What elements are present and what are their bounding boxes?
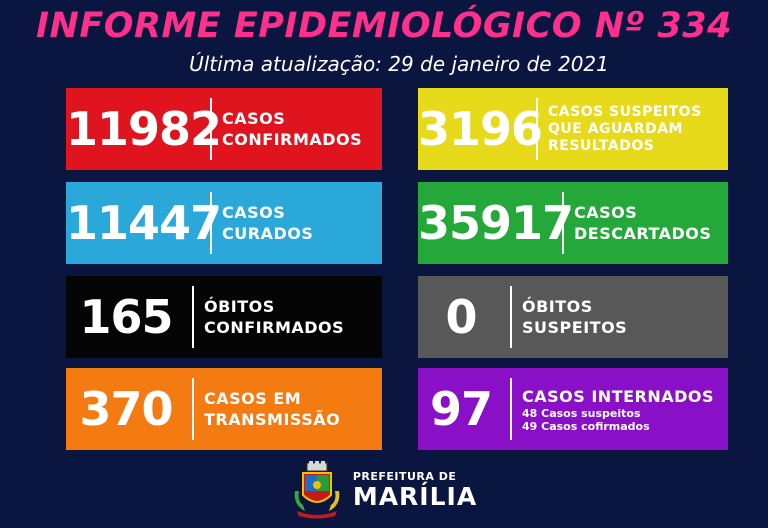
confirmed-deaths-value: 165 [79, 290, 173, 344]
card-recovered-cases: 11447 CASOS CURADOS [66, 182, 382, 264]
hospitalized-confirmed: 49 Casos cofirmados [522, 419, 650, 433]
footer-line1: PREFEITURA DE [352, 469, 457, 483]
card-discarded-cases: 35917 CASOS DESCARTADOS [418, 182, 728, 264]
recovered-cases-value: 11447 [66, 196, 222, 250]
divider [192, 286, 194, 348]
card-transmission-cases: 370 CASOS EM TRANSMISSÃO [66, 368, 382, 450]
suspected-cases-value: 3196 [418, 102, 543, 156]
footer-line2: MARÍLIA [352, 481, 478, 511]
suspected-cases-label: CASOS SUSPEITOS QUE AGUARDAM RESULTADOS [548, 103, 702, 154]
footer-logo: PREFEITURA DE MARÍLIA [0, 458, 768, 522]
hospitalized-suspected: 48 Casos suspeitos [522, 406, 641, 420]
confirmed-deaths-label: ÓBITOS CONFIRMADOS [204, 297, 345, 337]
card-hospitalized-cases: 97 CASOS INTERNADOS 48 Casos suspeitos 4… [418, 368, 728, 450]
divider [510, 286, 512, 348]
confirmed-cases-value: 11982 [66, 102, 222, 156]
suspected-deaths-label: ÓBITOS SUSPEITOS [522, 297, 628, 337]
last-update: Última atualização: 29 de janeiro de 202… [189, 52, 609, 76]
divider [210, 98, 212, 160]
transmission-cases-value: 370 [79, 382, 173, 436]
city-coat-of-arms-icon [294, 461, 340, 519]
hospitalized-cases-label: CASOS INTERNADOS [522, 386, 715, 406]
divider [562, 192, 564, 254]
discarded-cases-value: 35917 [418, 196, 574, 250]
card-confirmed-cases: 11982 CASOS CONFIRMADOS [66, 88, 382, 170]
divider [192, 378, 194, 440]
discarded-cases-label: CASOS DESCARTADOS [574, 203, 712, 243]
hospitalized-cases-value: 97 [429, 382, 493, 436]
recovered-cases-label: CASOS CURADOS [222, 203, 314, 243]
suspected-deaths-value: 0 [445, 290, 477, 344]
card-suspected-cases: 3196 CASOS SUSPEITOS QUE AGUARDAM RESULT… [418, 88, 728, 170]
transmission-cases-label: CASOS EM TRANSMISSÃO [204, 389, 341, 429]
card-confirmed-deaths: 165 ÓBITOS CONFIRMADOS [66, 276, 382, 358]
confirmed-cases-label: CASOS CONFIRMADOS [222, 109, 363, 149]
card-suspected-deaths: 0 ÓBITOS SUSPEITOS [418, 276, 728, 358]
divider [536, 98, 538, 160]
page-title: INFORME EPIDEMIOLÓGICO Nº 334 [36, 6, 732, 46]
divider [210, 192, 212, 254]
divider [510, 378, 512, 440]
